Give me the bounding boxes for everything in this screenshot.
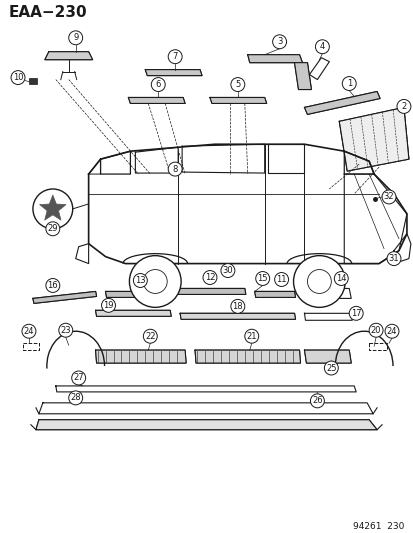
Circle shape <box>69 391 83 405</box>
Circle shape <box>334 271 347 286</box>
Polygon shape <box>145 70 202 76</box>
Text: 21: 21 <box>246 332 256 341</box>
Text: 17: 17 <box>350 309 361 318</box>
Text: 18: 18 <box>232 302 242 311</box>
Polygon shape <box>40 195 66 220</box>
Circle shape <box>151 78 165 92</box>
Text: 20: 20 <box>370 326 380 335</box>
Text: 31: 31 <box>388 254 399 263</box>
Polygon shape <box>36 420 376 430</box>
Circle shape <box>396 100 410 114</box>
Text: 1: 1 <box>346 79 351 88</box>
Circle shape <box>274 272 288 286</box>
Circle shape <box>244 329 258 343</box>
Circle shape <box>230 78 244 92</box>
Polygon shape <box>33 292 96 303</box>
Polygon shape <box>339 108 408 171</box>
Text: 29: 29 <box>47 224 58 233</box>
Text: 8: 8 <box>172 165 178 174</box>
Text: 2: 2 <box>400 102 406 111</box>
Circle shape <box>202 271 216 285</box>
Polygon shape <box>304 350 350 363</box>
Polygon shape <box>180 313 295 319</box>
Circle shape <box>230 300 244 313</box>
Polygon shape <box>95 310 171 316</box>
Text: 13: 13 <box>135 276 145 285</box>
Text: 14: 14 <box>335 274 346 283</box>
Circle shape <box>71 371 85 385</box>
Circle shape <box>384 324 398 338</box>
Polygon shape <box>128 98 185 103</box>
Text: 10: 10 <box>13 73 23 82</box>
Circle shape <box>46 279 59 293</box>
Circle shape <box>11 70 25 85</box>
Text: 30: 30 <box>222 266 233 275</box>
Text: EAA−230: EAA−230 <box>9 5 88 20</box>
Text: 4: 4 <box>319 42 324 51</box>
Text: 9: 9 <box>73 33 78 42</box>
Text: 22: 22 <box>145 332 155 341</box>
Circle shape <box>168 162 182 176</box>
Polygon shape <box>195 350 300 363</box>
Text: 23: 23 <box>60 326 71 335</box>
Polygon shape <box>294 63 311 90</box>
Polygon shape <box>304 92 379 115</box>
Circle shape <box>22 324 36 338</box>
Text: 5: 5 <box>235 80 240 89</box>
Text: 26: 26 <box>311 397 322 406</box>
Polygon shape <box>45 52 93 60</box>
Circle shape <box>221 264 234 278</box>
Text: 25: 25 <box>325 364 336 373</box>
Circle shape <box>324 361 337 375</box>
Circle shape <box>168 50 182 63</box>
Text: 24: 24 <box>24 327 34 336</box>
Polygon shape <box>95 350 186 363</box>
Text: 12: 12 <box>204 273 215 282</box>
Text: 94261  230: 94261 230 <box>352 522 403 531</box>
Circle shape <box>69 31 83 45</box>
Text: 15: 15 <box>257 274 267 283</box>
Text: 11: 11 <box>276 275 286 284</box>
Circle shape <box>342 77 355 91</box>
Circle shape <box>293 256 344 308</box>
Bar <box>29 78 37 84</box>
Circle shape <box>381 190 395 204</box>
Circle shape <box>33 189 73 229</box>
Text: 3: 3 <box>276 37 282 46</box>
Circle shape <box>272 35 286 49</box>
Circle shape <box>133 273 147 287</box>
Circle shape <box>255 271 269 286</box>
Circle shape <box>310 394 324 408</box>
Polygon shape <box>170 288 245 294</box>
Circle shape <box>46 222 59 236</box>
Text: 16: 16 <box>47 281 58 290</box>
Circle shape <box>143 329 157 343</box>
Text: 32: 32 <box>383 192 394 201</box>
Circle shape <box>368 324 382 337</box>
Text: 27: 27 <box>73 374 84 383</box>
Text: 19: 19 <box>103 301 114 310</box>
Polygon shape <box>209 98 266 103</box>
Polygon shape <box>247 55 302 63</box>
Text: 24: 24 <box>386 327 396 336</box>
Circle shape <box>386 252 400 265</box>
Circle shape <box>315 40 329 54</box>
Polygon shape <box>254 292 295 297</box>
Circle shape <box>59 324 73 337</box>
Circle shape <box>129 256 181 308</box>
Circle shape <box>101 298 115 312</box>
Polygon shape <box>105 292 156 297</box>
Text: 28: 28 <box>70 393 81 402</box>
Text: 7: 7 <box>172 52 178 61</box>
Text: 6: 6 <box>155 80 161 89</box>
Circle shape <box>349 306 362 320</box>
